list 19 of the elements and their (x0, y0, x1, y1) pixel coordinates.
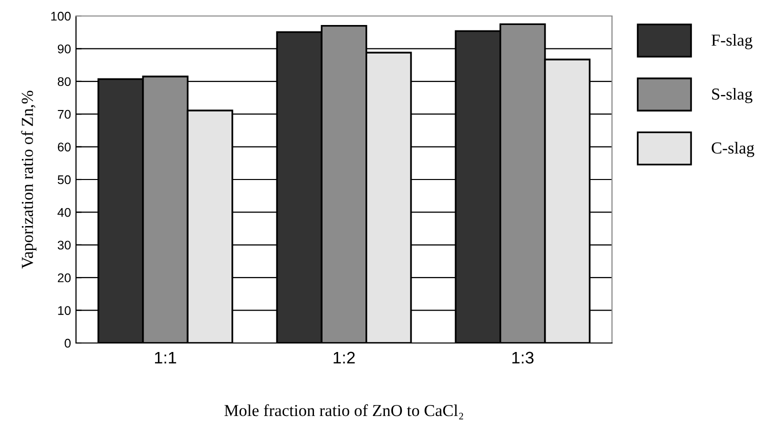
x-tick-label: 1:1 (155, 352, 176, 364)
y-tick-label: 30 (58, 240, 71, 250)
legend-label: S-slag (712, 88, 752, 104)
y-tick-label: 20 (58, 273, 71, 282)
legend-label: C-slag (712, 142, 754, 158)
y-tick-label: 90 (58, 44, 71, 54)
x-tick-label: 1:3 (512, 352, 534, 364)
y-tick-label: 40 (58, 208, 71, 217)
y-tick-label: 0 (64, 338, 71, 348)
legend-label: F-slag (712, 34, 752, 50)
x-axis-title: Mole fraction ratio of ZnO to CaCl₂ (224, 404, 464, 420)
y-tick-label: 80 (58, 77, 71, 86)
x-tick-label: 1:2 (334, 352, 355, 364)
y-tick-label: 50 (58, 175, 71, 184)
y-tick-label: 70 (58, 110, 71, 119)
y-tick-label: 60 (58, 142, 71, 152)
y-tick-label: 100 (51, 12, 71, 21)
y-tick-label: 10 (58, 306, 71, 315)
y-axis-title: Vaporization ratio of Zn,% (21, 90, 36, 269)
